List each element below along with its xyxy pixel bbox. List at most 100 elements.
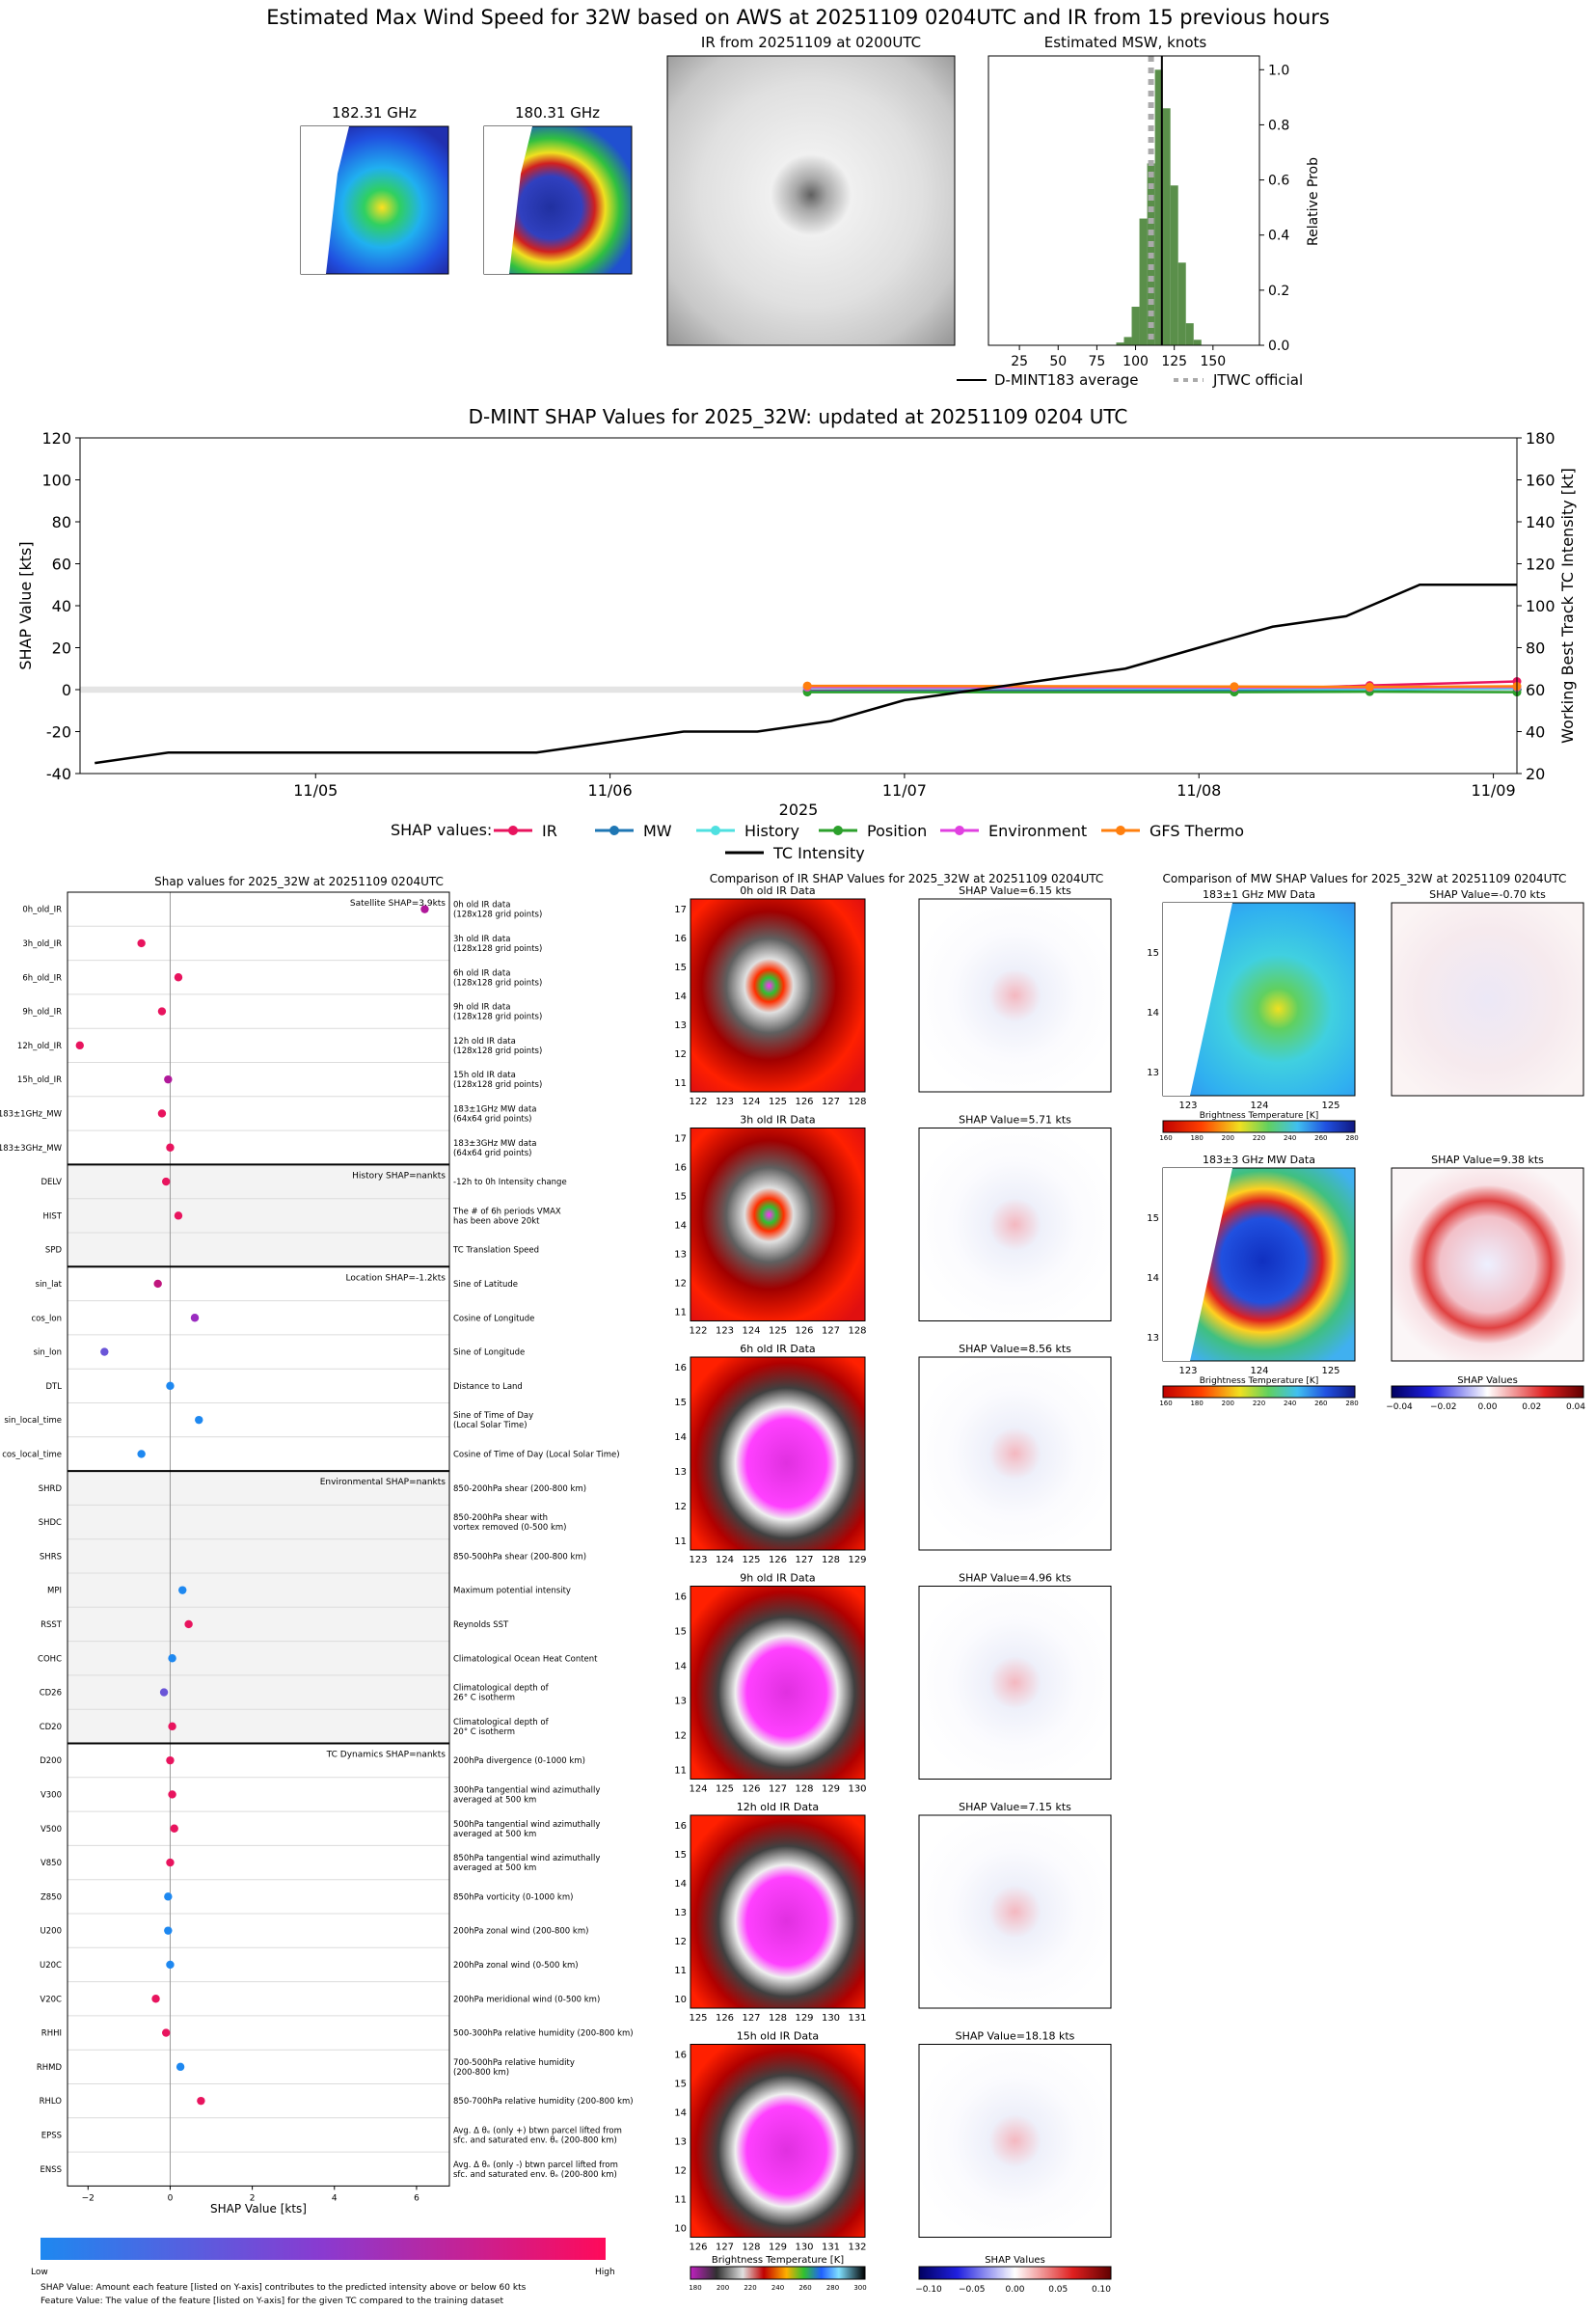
feature-name: V500 xyxy=(41,1825,62,1835)
shap-dot-rhlo xyxy=(197,2096,205,2106)
feature-desc: 200hPa divergence (0-1000 km) xyxy=(453,1756,585,1766)
shap-dot-cd20 xyxy=(168,1722,176,1731)
feature-name: V20C xyxy=(40,1995,62,2004)
feature-desc: 26° C isotherm xyxy=(453,1694,515,1703)
timeline-xtick-label: 11/06 xyxy=(588,781,633,800)
mw-swath-edge xyxy=(1163,903,1232,1096)
feature-name: 12h_old_IR xyxy=(17,1042,62,1051)
feature-desc: -12h to 0h Intensity change xyxy=(453,1178,567,1187)
hist-bar xyxy=(1185,323,1194,345)
feature-desc: Avg. Δ θₑ (only +) btwn parcel lifted fr… xyxy=(453,2126,622,2135)
feature-desc: (64x64 grid points) xyxy=(453,1114,531,1124)
hist-xtick-label: 50 xyxy=(1049,354,1067,369)
lat-tick-label: 17 xyxy=(674,1134,687,1145)
hist-bar xyxy=(1177,262,1186,345)
lat-tick-label: 16 xyxy=(674,1592,687,1603)
shap-point-gfs-thermo xyxy=(1230,682,1239,692)
feature-desc: 12h old IR data xyxy=(453,1037,516,1047)
lat-tick-label: 14 xyxy=(674,2108,687,2119)
legend-label-dmint: D-MINT183 average xyxy=(994,371,1139,389)
mw-panel-title-2: 180.31 GHz xyxy=(515,104,600,122)
ir-image-title: IR from 20251109 at 0200UTC xyxy=(701,34,921,51)
footnote-1: SHAP Value: Amount each feature [listed … xyxy=(41,2283,527,2293)
lon-tick-label: 122 xyxy=(689,1097,707,1107)
timeline-ytick-label: -20 xyxy=(46,723,71,742)
ir-data-image xyxy=(690,2044,866,2238)
group-label: TC Dynamics SHAP=nankts xyxy=(326,1751,446,1760)
mw-colorbar-label: Brightness Temperature [K] xyxy=(1200,1111,1319,1121)
feature-desc: sfc. and saturated env. θₑ (200-800 km) xyxy=(453,2135,617,2145)
mw-shap-tick-label: 0.02 xyxy=(1522,1402,1541,1412)
lon-tick-label: 127 xyxy=(769,1784,787,1795)
lon-tick-label: 128 xyxy=(795,1784,813,1795)
top-panels: 182.31 GHz 180.31 GHz IR from 20251109 a… xyxy=(300,34,1321,389)
shap-dot-cos_local_time xyxy=(137,1450,146,1458)
mw-tb-tick-label: 220 xyxy=(1253,1400,1265,1407)
feature-desc: (128x128 grid points) xyxy=(453,911,542,920)
lon-tick-label: 124 xyxy=(689,1784,707,1795)
mw-lat-tick-label: 13 xyxy=(1147,1068,1159,1078)
lat-tick-label: 15 xyxy=(674,1627,687,1638)
feature-desc: Sine of Longitude xyxy=(453,1348,525,1358)
mw-tb-tick-label: 240 xyxy=(1284,1134,1296,1142)
mw-lon-tick-label: 125 xyxy=(1321,1101,1339,1111)
lat-tick-label: 13 xyxy=(674,1250,687,1261)
shap-line-gfs-thermo xyxy=(807,684,1518,689)
mw-panel-2-swath-edge xyxy=(484,126,532,274)
ir-shap-colorbar xyxy=(918,2266,1112,2280)
mw-shap-tick-label: −0.02 xyxy=(1430,1402,1457,1412)
shap-dot-183±1ghz_mw xyxy=(157,1109,167,1118)
lon-tick-label: 123 xyxy=(689,1555,707,1565)
ir-data-title: 9h old IR Data xyxy=(740,1572,815,1585)
mw-panel-1-swath-edge xyxy=(301,126,349,274)
zero-band xyxy=(80,686,1517,693)
feature-name: SHDC xyxy=(39,1518,62,1528)
lat-tick-label: 16 xyxy=(674,1163,687,1174)
lat-tick-label: 14 xyxy=(674,1879,687,1890)
ir-data-image xyxy=(690,1356,866,1551)
ir-data-title: 0h old IR Data xyxy=(740,884,815,897)
lat-tick-label: 13 xyxy=(674,1697,687,1707)
hist-xtick-label: 75 xyxy=(1088,354,1105,369)
mw-lat-tick-label: 14 xyxy=(1147,1008,1159,1019)
tb-tick-label: 280 xyxy=(826,2284,839,2292)
legend-label: Environment xyxy=(988,822,1087,840)
ir-shap-title: SHAP Value=18.18 kts xyxy=(956,2030,1075,2043)
feature-name: 6h_old_IR xyxy=(22,973,62,983)
feature-name: HIST xyxy=(43,1211,63,1221)
timeline-ylabel-left: SHAP Value [kts] xyxy=(16,541,35,669)
feature-name: 9h_old_IR xyxy=(22,1008,62,1018)
feature-desc: Avg. Δ θₑ (only -) btwn parcel lifted fr… xyxy=(453,2161,618,2170)
feature-desc: 200hPa meridional wind (0-500 km) xyxy=(453,1995,600,2004)
legend-label: IR xyxy=(542,822,557,840)
shap-dot-cohc xyxy=(168,1654,176,1663)
feature-name: 0h_old_IR xyxy=(22,906,62,915)
feature-name: SHRS xyxy=(40,1552,62,1562)
timeline-ytick-label: 0 xyxy=(62,681,71,699)
lon-tick-label: 122 xyxy=(689,1326,707,1337)
group-label: Location SHAP=-1.2kts xyxy=(345,1273,446,1283)
hist-xtick-label: 100 xyxy=(1123,354,1149,369)
feature-desc: (Local Solar Time) xyxy=(453,1421,527,1430)
lon-tick-label: 130 xyxy=(795,2243,813,2253)
mw-shap-tick-label: 0.00 xyxy=(1477,1402,1497,1412)
feature-name: RHHI xyxy=(41,2029,62,2039)
feature-name: V300 xyxy=(41,1790,62,1800)
feature-desc: 850hPa tangential wind azimuthally xyxy=(453,1854,600,1863)
feature-name: 183±3GHz_MW xyxy=(0,1144,63,1154)
mw-compare-panels: 183±1 GHz MW Data SHAP Value=-0.70 kts 15 1… xyxy=(1147,888,1585,1412)
lat-tick-label: 13 xyxy=(674,1020,687,1031)
timeline-ytick-label: 20 xyxy=(52,639,71,658)
feature-name: 183±1GHz_MW xyxy=(0,1109,63,1119)
lat-tick-label: 16 xyxy=(674,2051,687,2061)
feature-desc: (128x128 grid points) xyxy=(453,944,542,954)
hist-ytick-label: 0.8 xyxy=(1268,118,1289,133)
lat-tick-label: 15 xyxy=(674,1192,687,1203)
timeline-ytick-label: 100 xyxy=(41,472,71,490)
shap-xtick-label: 2 xyxy=(250,2193,256,2203)
ir-data-image xyxy=(690,1814,866,2009)
shap-dot-hist xyxy=(174,1211,183,1220)
ir-data-title: 12h old IR Data xyxy=(737,1801,819,1813)
feature-name: Z850 xyxy=(41,1892,62,1902)
feature-name: DTL xyxy=(46,1382,63,1392)
